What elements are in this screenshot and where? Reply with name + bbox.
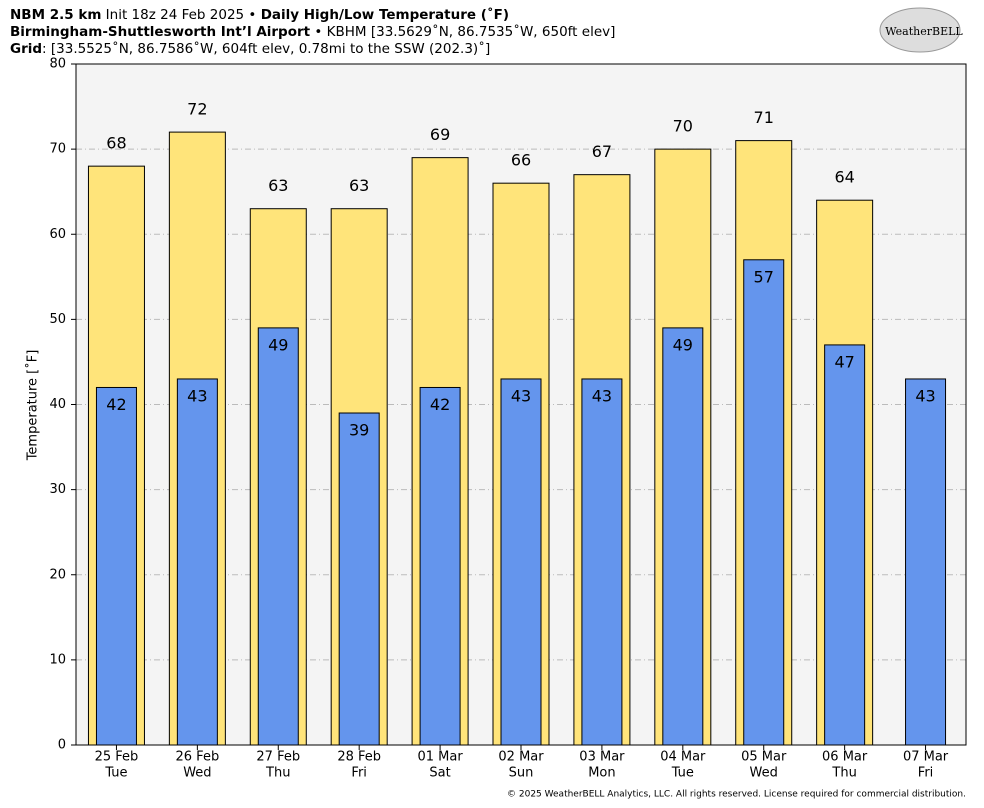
header-text: • KBHM [33.5629˚N, 86.7535˚W, 650ft elev… [310,23,615,40]
x-tick-label: 26 Feb [176,750,220,765]
bar [500,378,542,746]
bar [662,327,704,746]
value-label: 71 [754,108,774,127]
header-text: Birmingham-Shuttlesworth Int’l Airport [10,24,311,40]
value-label: 67 [592,142,612,161]
bar [581,378,623,746]
x-tick-label: Tue [671,766,694,781]
value-label: 64 [834,168,854,187]
logo: WeatherBELL [879,7,963,53]
value-label: 43 [915,386,935,405]
plot-frame [75,63,967,746]
bar [257,327,299,746]
x-tick-label: Wed [183,766,211,781]
y-tick-label: 10 [49,652,66,667]
x-tick-label: Sun [509,766,534,781]
header-text: : [33.5525˚N, 86.7586˚W, 604ft elev, 0.7… [42,40,490,57]
x-tick-label: Tue [104,766,127,781]
x-tick-label: 05 Mar [741,750,787,765]
value-label: 63 [349,176,369,195]
header-text: Daily High/Low Temperature (˚F) [261,6,509,23]
header-text: Init 18z 24 Feb 2025 • [101,7,260,23]
x-tick-label: Mon [588,766,615,781]
y-tick-label: 20 [49,567,66,582]
value-label: 42 [430,395,450,414]
x-tick-label: 27 Feb [256,750,300,765]
value-label: 63 [268,176,288,195]
footer: © 2025 WeatherBELL Analytics, LLC. All r… [507,790,966,800]
x-tick-label: Fri [918,766,934,781]
bar [905,378,947,746]
header-text: Grid [10,41,42,57]
value-label: 39 [349,421,369,440]
bar [176,378,218,746]
bar [743,259,785,746]
y-tick-label: 80 [49,57,66,72]
x-tick-label: 02 Mar [498,750,544,765]
value-label: 49 [268,335,288,354]
header-line: Grid: [33.5525˚N, 86.7586˚W, 604ft elev,… [10,40,490,57]
x-tick-label: 25 Feb [95,750,139,765]
y-tick-label: 30 [49,482,66,497]
x-tick-label: 01 Mar [417,750,463,765]
value-label: 57 [754,267,774,286]
x-tick-label: 04 Mar [660,750,706,765]
y-tick-label: 40 [49,397,66,412]
value-label: 42 [106,395,126,414]
value-label: 70 [673,117,693,136]
value-label: 43 [511,386,531,405]
bar [824,344,866,746]
y-tick-label: 60 [49,227,66,242]
x-tick-label: Sat [429,766,450,781]
x-tick-label: 07 Mar [903,750,949,765]
x-tick-label: 06 Mar [822,750,868,765]
value-label: 43 [592,386,612,405]
bar [95,386,137,746]
x-tick-label: Wed [750,766,778,781]
x-tick-label: 28 Feb [337,750,381,765]
value-label: 43 [187,386,207,405]
x-tick-label: Fri [351,766,367,781]
header-line: Birmingham-Shuttlesworth Int’l Airport •… [10,23,615,40]
header-text: NBM 2.5 km [10,7,101,23]
y-tick-label: 50 [49,312,66,327]
bar [338,412,380,746]
y-axis-label: Temperature [˚F] [25,350,41,462]
x-tick-label: Thu [265,766,290,781]
value-label: 69 [430,125,450,144]
x-tick-label: Thu [831,766,856,781]
value-label: 68 [106,134,126,153]
bar [419,386,461,746]
y-tick-label: 0 [58,738,66,753]
header: NBM 2.5 km Init 18z 24 Feb 2025 • Daily … [10,6,615,57]
value-label: 66 [511,151,531,170]
header-line: NBM 2.5 km Init 18z 24 Feb 2025 • Daily … [10,6,509,23]
logo-text: WeatherBELL [885,25,963,38]
value-label: 49 [673,335,693,354]
x-tick-label: 03 Mar [579,750,625,765]
y-tick-label: 70 [49,142,66,157]
value-label: 47 [834,352,854,371]
value-label: 72 [187,100,207,119]
